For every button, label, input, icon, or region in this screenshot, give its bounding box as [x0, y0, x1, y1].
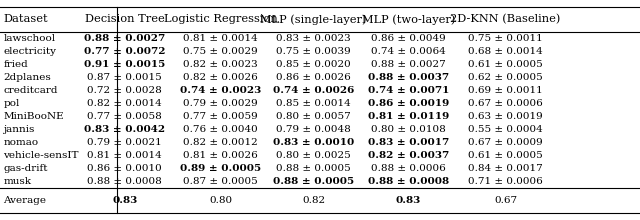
Text: 0.55 ± 0.0004: 0.55 ± 0.0004 — [468, 125, 543, 134]
Text: 0.82 ± 0.0037: 0.82 ± 0.0037 — [368, 151, 449, 160]
Text: musk: musk — [3, 177, 31, 186]
Text: 0.88 ± 0.0005: 0.88 ± 0.0005 — [273, 177, 354, 186]
Text: 0.77 ± 0.0059: 0.77 ± 0.0059 — [184, 112, 258, 121]
Text: electricity: electricity — [3, 47, 56, 56]
Text: MiniBooNE: MiniBooNE — [3, 112, 64, 121]
Text: 0.67 ± 0.0006: 0.67 ± 0.0006 — [468, 99, 543, 108]
Text: MLP (two-layer): MLP (two-layer) — [362, 14, 455, 25]
Text: lawschool: lawschool — [3, 34, 55, 43]
Text: 0.67: 0.67 — [494, 196, 517, 205]
Text: gas-drift: gas-drift — [3, 164, 48, 173]
Text: 0.88 ± 0.0005: 0.88 ± 0.0005 — [276, 164, 351, 173]
Text: Dataset: Dataset — [3, 14, 48, 24]
Text: 0.84 ± 0.0017: 0.84 ± 0.0017 — [468, 164, 543, 173]
Text: 0.76 ± 0.0040: 0.76 ± 0.0040 — [184, 125, 258, 134]
Text: creditcard: creditcard — [3, 86, 58, 95]
Text: 0.77 ± 0.0072: 0.77 ± 0.0072 — [84, 47, 166, 56]
Text: 0.86 ± 0.0049: 0.86 ± 0.0049 — [371, 34, 445, 43]
Text: 0.85 ± 0.0020: 0.85 ± 0.0020 — [276, 60, 351, 69]
Text: 0.75 ± 0.0039: 0.75 ± 0.0039 — [276, 47, 351, 56]
Text: 0.83 ± 0.0042: 0.83 ± 0.0042 — [84, 125, 165, 134]
Text: 0.82: 0.82 — [302, 196, 325, 205]
Text: 0.81 ± 0.0014: 0.81 ± 0.0014 — [184, 34, 258, 43]
Text: Average: Average — [3, 196, 46, 205]
Text: 0.74 ± 0.0023: 0.74 ± 0.0023 — [180, 86, 261, 95]
Text: 0.62 ± 0.0005: 0.62 ± 0.0005 — [468, 73, 543, 82]
Text: 0.82 ± 0.0023: 0.82 ± 0.0023 — [184, 60, 258, 69]
Text: Logistic Regression: Logistic Regression — [164, 14, 278, 24]
Text: 0.88 ± 0.0008: 0.88 ± 0.0008 — [88, 177, 162, 186]
Text: 0.82 ± 0.0014: 0.82 ± 0.0014 — [88, 99, 162, 108]
Text: 0.86 ± 0.0010: 0.86 ± 0.0010 — [88, 164, 162, 173]
Text: vehicle-sensIT: vehicle-sensIT — [3, 151, 79, 160]
Text: 0.88 ± 0.0027: 0.88 ± 0.0027 — [371, 60, 445, 69]
Text: 0.74 ± 0.0064: 0.74 ± 0.0064 — [371, 47, 445, 56]
Text: 0.88 ± 0.0006: 0.88 ± 0.0006 — [371, 164, 445, 173]
Text: 0.89 ± 0.0005: 0.89 ± 0.0005 — [180, 164, 261, 173]
Text: 0.80 ± 0.0108: 0.80 ± 0.0108 — [371, 125, 445, 134]
Text: 0.72 ± 0.0028: 0.72 ± 0.0028 — [88, 86, 162, 95]
Text: 0.87 ± 0.0015: 0.87 ± 0.0015 — [88, 73, 162, 82]
Text: 0.79 ± 0.0021: 0.79 ± 0.0021 — [88, 138, 162, 147]
Text: 0.80 ± 0.0057: 0.80 ± 0.0057 — [276, 112, 351, 121]
Text: 0.86 ± 0.0019: 0.86 ± 0.0019 — [368, 99, 449, 108]
Text: 0.80 ± 0.0025: 0.80 ± 0.0025 — [276, 151, 351, 160]
Text: 0.61 ± 0.0005: 0.61 ± 0.0005 — [468, 151, 543, 160]
Text: 0.81 ± 0.0119: 0.81 ± 0.0119 — [368, 112, 449, 121]
Text: 0.71 ± 0.0006: 0.71 ± 0.0006 — [468, 177, 543, 186]
Text: fried: fried — [3, 60, 28, 69]
Text: 0.68 ± 0.0014: 0.68 ± 0.0014 — [468, 47, 543, 56]
Text: 0.87 ± 0.0005: 0.87 ± 0.0005 — [184, 177, 258, 186]
Text: 0.88 ± 0.0027: 0.88 ± 0.0027 — [84, 34, 165, 43]
Text: 0.83 ± 0.0010: 0.83 ± 0.0010 — [273, 138, 354, 147]
Text: 0.82 ± 0.0012: 0.82 ± 0.0012 — [184, 138, 258, 147]
Text: 0.83 ± 0.0023: 0.83 ± 0.0023 — [276, 34, 351, 43]
Text: MLP (single-layer): MLP (single-layer) — [260, 14, 367, 25]
Text: 0.88 ± 0.0037: 0.88 ± 0.0037 — [368, 73, 449, 82]
Text: 0.61 ± 0.0005: 0.61 ± 0.0005 — [468, 60, 543, 69]
Text: 0.77 ± 0.0058: 0.77 ± 0.0058 — [88, 112, 162, 121]
Text: jannis: jannis — [3, 125, 35, 134]
Text: 2D-KNN (Baseline): 2D-KNN (Baseline) — [451, 14, 561, 24]
Text: Decision Tree: Decision Tree — [85, 14, 164, 24]
Text: 0.85 ± 0.0014: 0.85 ± 0.0014 — [276, 99, 351, 108]
Text: 0.86 ± 0.0026: 0.86 ± 0.0026 — [276, 73, 351, 82]
Text: 0.80: 0.80 — [209, 196, 232, 205]
Text: 0.74 ± 0.0026: 0.74 ± 0.0026 — [273, 86, 355, 95]
Text: pol: pol — [3, 99, 20, 108]
Text: 0.88 ± 0.0008: 0.88 ± 0.0008 — [368, 177, 449, 186]
Text: 0.79 ± 0.0029: 0.79 ± 0.0029 — [184, 99, 258, 108]
Text: 0.91 ± 0.0015: 0.91 ± 0.0015 — [84, 60, 165, 69]
Text: 0.69 ± 0.0011: 0.69 ± 0.0011 — [468, 86, 543, 95]
Text: 0.75 ± 0.0029: 0.75 ± 0.0029 — [184, 47, 258, 56]
Text: 0.81 ± 0.0014: 0.81 ± 0.0014 — [88, 151, 162, 160]
Text: nomao: nomao — [3, 138, 38, 147]
Text: 0.81 ± 0.0026: 0.81 ± 0.0026 — [184, 151, 258, 160]
Text: 0.83: 0.83 — [396, 196, 421, 205]
Text: 0.83: 0.83 — [112, 196, 138, 205]
Text: 2dplanes: 2dplanes — [3, 73, 51, 82]
Text: 0.75 ± 0.0011: 0.75 ± 0.0011 — [468, 34, 543, 43]
Text: 0.67 ± 0.0009: 0.67 ± 0.0009 — [468, 138, 543, 147]
Text: 0.83 ± 0.0017: 0.83 ± 0.0017 — [368, 138, 449, 147]
Text: 0.79 ± 0.0048: 0.79 ± 0.0048 — [276, 125, 351, 134]
Text: 0.82 ± 0.0026: 0.82 ± 0.0026 — [184, 73, 258, 82]
Text: 0.74 ± 0.0071: 0.74 ± 0.0071 — [367, 86, 449, 95]
Text: 0.63 ± 0.0019: 0.63 ± 0.0019 — [468, 112, 543, 121]
